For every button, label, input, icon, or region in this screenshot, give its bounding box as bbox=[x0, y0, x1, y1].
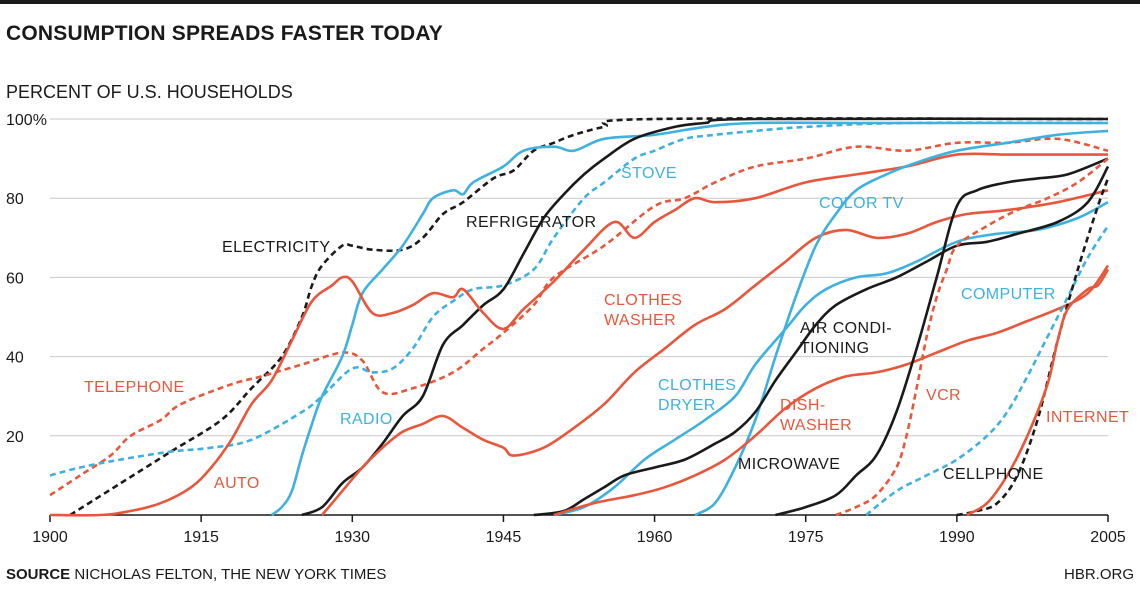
x-tick-label: 1900 bbox=[32, 529, 68, 546]
series-label-auto: AUTO bbox=[214, 475, 260, 492]
y-tick-label: 40 bbox=[6, 350, 24, 367]
series-label-line: DRYER bbox=[658, 397, 716, 414]
series-line-air-conditioning bbox=[533, 165, 1110, 517]
series-label-vcr: VCR bbox=[926, 387, 961, 404]
series-label-line: ELECTRICITY bbox=[222, 239, 330, 256]
y-tick-label: 100% bbox=[6, 112, 47, 129]
series-label-cellphone: CELLPHONE bbox=[943, 466, 1044, 483]
series-label-line: CLOTHES bbox=[604, 292, 682, 309]
series-label-electricity: ELECTRICITY bbox=[222, 239, 330, 256]
x-tick-label: 1960 bbox=[637, 529, 673, 546]
series-label-line: STOVE bbox=[621, 165, 677, 182]
series-line-clothes-washer bbox=[321, 189, 1109, 516]
series-line-vcr bbox=[835, 157, 1109, 517]
series-line-internet bbox=[966, 268, 1110, 517]
series-label-computer: COMPUTER bbox=[961, 286, 1056, 303]
top-rule bbox=[0, 0, 1140, 4]
chart-title: CONSUMPTION SPREADS FASTER TODAY bbox=[6, 22, 443, 45]
series-label-dish-washer: DISH- WASHER bbox=[780, 397, 852, 434]
series-label-line: WASHER bbox=[780, 417, 852, 434]
series-label-line: COMPUTER bbox=[961, 286, 1056, 303]
series-label-line: TELEPHONE bbox=[84, 379, 185, 396]
x-tick-label: 2005 bbox=[1090, 529, 1126, 546]
series-line-refrigerator bbox=[301, 117, 1109, 517]
x-tick-label: 1990 bbox=[939, 529, 975, 546]
series-label-microwave: MICROWAVE bbox=[738, 456, 840, 473]
series-line-cellphone bbox=[956, 177, 1110, 517]
y-tick-label: 80 bbox=[6, 191, 24, 208]
series-label-line: AIR CONDI- bbox=[800, 320, 892, 337]
series-line-auto bbox=[49, 152, 1108, 517]
series-label-refrigerator: REFRIGERATOR bbox=[466, 214, 596, 231]
series-label-line: RADIO bbox=[340, 411, 393, 428]
x-tick-label: 1915 bbox=[183, 529, 219, 546]
series-label-stove: STOVE bbox=[621, 165, 677, 182]
series-label-line: AUTO bbox=[214, 475, 260, 492]
series-label-line: COLOR TV bbox=[819, 195, 904, 212]
series-label-line: TIONING bbox=[800, 340, 869, 357]
series-label-line: VCR bbox=[926, 387, 961, 404]
x-tick-label: 1930 bbox=[334, 529, 370, 546]
source-text: NICHOLAS FELTON, THE NEW YORK TIMES bbox=[74, 566, 387, 583]
series-label-line: CLOTHES bbox=[658, 377, 736, 394]
series-line-clothes-dryer bbox=[553, 201, 1109, 517]
series-label-air-conditioning: AIR CONDI- TIONING bbox=[800, 320, 892, 357]
series-line-stove bbox=[49, 121, 1109, 477]
series-label-line: REFRIGERATOR bbox=[466, 214, 596, 231]
site-credit: HBR.ORG bbox=[1063, 566, 1134, 583]
series-line-electricity bbox=[69, 117, 1109, 517]
series-label-telephone: TELEPHONE bbox=[84, 379, 185, 396]
series-label-internet: INTERNET bbox=[1046, 409, 1129, 426]
series-line-color-tv bbox=[694, 129, 1109, 517]
y-tick-label: 60 bbox=[6, 270, 24, 287]
series-line-radio bbox=[270, 121, 1108, 517]
series-label-clothes-dryer: CLOTHES DRYER bbox=[658, 377, 736, 414]
series-line-telephone bbox=[49, 137, 1109, 497]
series-label-radio: RADIO bbox=[340, 411, 393, 428]
source-credit: SOURCE NICHOLAS FELTON, THE NEW YORK TIM… bbox=[6, 566, 386, 583]
y-axis-caption: PERCENT OF U.S. HOUSEHOLDS bbox=[6, 82, 293, 102]
x-tick-label: 1945 bbox=[486, 529, 522, 546]
series-label-color-tv: COLOR TV bbox=[819, 195, 904, 212]
series-line-dish-washer bbox=[553, 264, 1110, 517]
y-tick-label: 20 bbox=[6, 429, 24, 446]
series-label-clothes-washer: CLOTHES WASHER bbox=[604, 292, 682, 329]
source-label: SOURCE bbox=[6, 566, 71, 583]
series-label-line: CELLPHONE bbox=[943, 466, 1044, 483]
series-label-line: WASHER bbox=[604, 312, 676, 329]
series-label-line: DISH- bbox=[780, 397, 826, 414]
series-label-line: MICROWAVE bbox=[738, 456, 840, 473]
x-tick-label: 1975 bbox=[788, 529, 824, 546]
series-line-computer bbox=[865, 225, 1110, 517]
series-line-microwave bbox=[775, 157, 1109, 517]
series-label-line: INTERNET bbox=[1046, 409, 1129, 426]
